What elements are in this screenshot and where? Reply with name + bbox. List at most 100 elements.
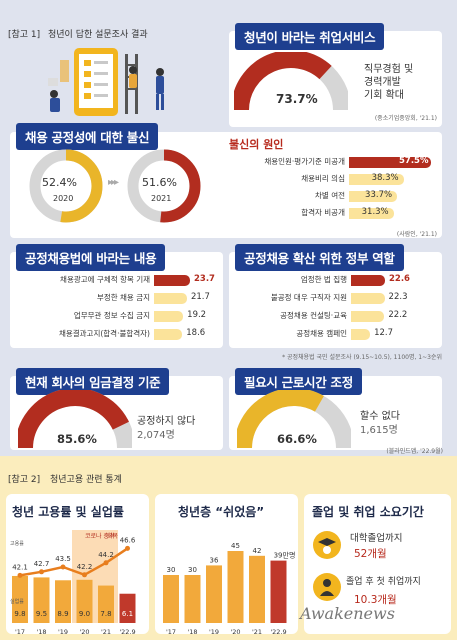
- year-label: '22.9: [270, 628, 286, 636]
- bar: [351, 293, 385, 304]
- bar: [349, 174, 404, 185]
- year-label: '18: [36, 628, 46, 636]
- year-label: '20: [230, 628, 240, 636]
- bar-label: 채용비리 의심: [301, 174, 345, 183]
- unemployment-value: 7.8: [100, 610, 111, 618]
- employment-point: [60, 564, 66, 570]
- wage-value: 85.6%: [57, 432, 97, 446]
- section1-label: [참고 1]: [8, 30, 41, 40]
- rested-value: 39만명: [274, 551, 296, 560]
- trend-arrow-icon: ▸▸▸: [108, 177, 119, 188]
- rested-bar: [227, 551, 244, 623]
- bar-label: 부정한 채용 금지: [96, 293, 150, 302]
- distrust-causes-title: 불신의 원인: [229, 138, 284, 151]
- fairness-2020-year: 2020: [53, 194, 74, 203]
- year-label: '19: [209, 628, 219, 636]
- rested-value: 30: [167, 566, 176, 574]
- employment-point: [125, 545, 130, 551]
- grad-value: 52개월: [354, 548, 387, 560]
- section2-label: [참고 2]: [8, 475, 41, 485]
- bar: [351, 311, 385, 322]
- bar-row: 엄정한 법 집행 22.6: [229, 274, 431, 286]
- job-label: 졸업 후 첫 취업까지: [346, 577, 421, 587]
- bar: [351, 329, 371, 340]
- employment-value: 44.2: [98, 551, 114, 559]
- rested-value: 36: [210, 556, 219, 564]
- fair-law-title: 공정채용법에 바라는 내용: [16, 244, 166, 271]
- employment-value: 46.6: [120, 536, 136, 544]
- bar-value: 18.6: [186, 328, 206, 338]
- rested-value: 30: [188, 566, 197, 574]
- rested-bar: [163, 575, 179, 623]
- worker-icon: [313, 573, 341, 601]
- rested-value: 45: [231, 542, 240, 550]
- bar-value: 21.7: [190, 292, 210, 302]
- year-label: '19: [58, 628, 68, 636]
- bar-row: 채용광고에 구체적 항목 기재 23.7: [14, 274, 234, 286]
- employment-value: 42.2: [77, 563, 93, 571]
- bar-value: 22.2: [388, 310, 408, 320]
- worktime-value: 66.6%: [277, 432, 317, 446]
- rested-title: 청년층 “쉬었음”: [178, 505, 265, 519]
- rested-chart: 30 '17 30 '18 36 '19 45 '20 42 '21 39만명 '22.9: [163, 542, 296, 636]
- year-label: '20: [79, 628, 89, 636]
- bar-row: 채용비리 의심 38.3%: [219, 173, 429, 185]
- bar-row: 채용결과고지(합격·불합격자) 18.6: [14, 328, 234, 340]
- year-label: '21: [101, 628, 111, 636]
- bar-label: 공정채용 컨설팅·교육: [280, 311, 347, 320]
- gov-role-title: 공정채용 확산 위한 정부 역할: [235, 244, 404, 271]
- rested-bar: [184, 575, 201, 623]
- employment-value: 42.7: [34, 560, 50, 568]
- fairness-2020-value: 52.4%: [42, 176, 77, 189]
- employment-point: [39, 569, 44, 575]
- employment-point: [82, 572, 87, 578]
- job-service-source: (중소기업중앙회, '21.1): [374, 115, 437, 122]
- year-label: '22.9: [119, 628, 135, 636]
- bar-label: 합격자 비공개: [301, 208, 345, 217]
- bar-label: 불공정 대우 구직자 지원: [270, 293, 347, 302]
- job-service-value: 73.7%: [276, 92, 318, 106]
- unemployment-bar: [33, 577, 50, 623]
- unemployment-bar: [119, 593, 136, 623]
- rested-bar: [206, 565, 222, 623]
- recovery-label: 회복: [107, 532, 119, 540]
- bar: [154, 275, 190, 286]
- bar-value: 23.7: [194, 274, 215, 284]
- job-service-title: 청년이 바라는 취업서비스: [235, 23, 385, 50]
- worktime-donut: [237, 390, 351, 448]
- job-service-desc3: 기회 확대: [364, 90, 404, 101]
- wage-donut: [18, 390, 132, 448]
- job-service-desc1: 직무경험 및: [364, 64, 414, 75]
- worktime-source: (블라인드앱, '22.9월): [386, 448, 443, 455]
- unemployment-bar: [12, 575, 28, 623]
- rested-bar: [270, 560, 287, 623]
- employment-value: 42.1: [12, 563, 28, 571]
- bar-value: 31.3%: [361, 207, 389, 217]
- watermark: Awakenews: [300, 604, 395, 623]
- bar-row: 차별 여전 33.7%: [219, 190, 429, 202]
- wage-title: 현재 회사의 임금결정 기준: [16, 368, 170, 395]
- bar: [154, 329, 183, 340]
- job-service-donut: [234, 52, 348, 111]
- unemployment-value: 9.0: [79, 610, 90, 618]
- fairness-2021-donut: [127, 149, 201, 223]
- bar-row: 업무무관 정보 수집 금지 19.2: [14, 310, 234, 322]
- job-service-desc2: 경력개발: [364, 77, 401, 88]
- bar: [349, 157, 431, 168]
- wage-count: 2,074명: [137, 430, 175, 441]
- year-label: '21: [252, 628, 262, 636]
- unemployment-value: 6.1: [122, 610, 133, 618]
- bar-value: 12.7: [374, 328, 394, 338]
- time-needed-card: [304, 494, 451, 634]
- bar: [351, 275, 385, 286]
- survey-note: * 공정채용법 국민 설문조사 (9.15~10.5), 1100명, 1~3순…: [282, 354, 442, 361]
- worktime-count: 1,615명: [360, 425, 398, 436]
- bar-label: 엄정한 법 집행: [300, 275, 347, 284]
- employment-title: 청년 고용률 및 실업률: [12, 505, 124, 519]
- time-needed-title: 졸업 및 취업 소요기간: [312, 505, 424, 519]
- job-value: 10.3개월: [354, 594, 397, 606]
- survey-illustration: [48, 48, 164, 116]
- rested-bar: [249, 555, 265, 623]
- employment-point: [17, 572, 23, 578]
